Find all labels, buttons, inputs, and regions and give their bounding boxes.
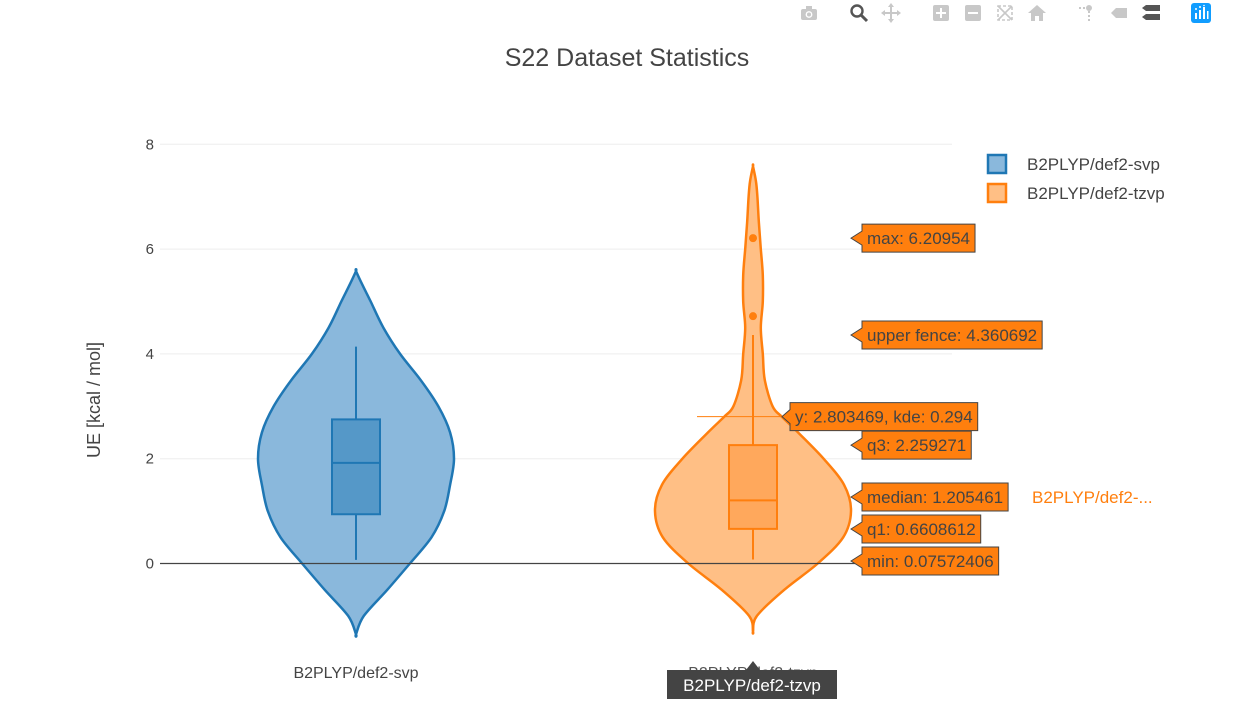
y-tick-label: 2 [146, 451, 154, 468]
hover-label: median: 1.205461 [850, 482, 1009, 512]
y-tick-label: 4 [146, 346, 154, 363]
box-iqr[interactable] [728, 444, 778, 530]
hover-label-text: y: 2.803469, kde: 0.294 [795, 408, 973, 427]
hover-label-box [850, 320, 1043, 350]
outlier-point[interactable] [749, 312, 757, 321]
y-axis-label: UE [kcal / mol] [84, 342, 104, 458]
box-iqr[interactable] [331, 418, 381, 516]
modebar [798, 0, 1212, 26]
hover-series-name: B2PLYP/def2-... [1032, 488, 1153, 507]
hover-label-box [850, 430, 972, 460]
hover-label-box [850, 223, 976, 253]
camera-icon[interactable] [798, 2, 820, 24]
hover-closest-icon[interactable] [1108, 2, 1130, 24]
outlier-point[interactable] [749, 234, 757, 243]
hover-label-text: q1: 0.6608612 [867, 520, 976, 539]
zoom-out-icon[interactable] [962, 2, 984, 24]
hover-label-text: q3: 2.259271 [867, 436, 966, 455]
hover-label-text: median: 1.205461 [867, 488, 1003, 507]
hover-label: max: 6.20954 [850, 223, 976, 253]
home-icon[interactable] [1026, 2, 1048, 24]
hover-label-box [781, 402, 979, 432]
hover-label: q3: 2.259271 [850, 430, 972, 460]
spike-icon[interactable] [1076, 2, 1098, 24]
legend-swatch[interactable] [986, 182, 1008, 204]
hover-label-box [850, 482, 1009, 512]
chart-title: S22 Dataset Statistics [505, 44, 750, 72]
x-tick-label: B2PLYP/def2-svp [293, 665, 418, 682]
hover-label-text: upper fence: 4.360692 [867, 326, 1037, 345]
hover-label: upper fence: 4.360692 [850, 320, 1043, 350]
y-tick-label: 8 [146, 136, 154, 153]
y-tick-label: 0 [146, 556, 154, 573]
x-axis-tooltip-text: B2PLYP/def2-tzvp [683, 676, 821, 695]
zoom-icon[interactable] [848, 2, 870, 24]
hover-label: y: 2.803469, kde: 0.294 [781, 402, 979, 432]
hover-label: min: 0.07572406 [850, 546, 1000, 576]
autoscale-icon[interactable] [994, 2, 1016, 24]
hover-compare-icon[interactable] [1140, 2, 1162, 24]
pan-icon[interactable] [880, 2, 902, 24]
zoom-in-icon[interactable] [930, 2, 952, 24]
hover-label-text: min: 0.07572406 [867, 552, 994, 571]
legend-label: B2PLYP/def2-tzvp [1027, 184, 1165, 203]
legend-label: B2PLYP/def2-svp [1027, 155, 1160, 174]
hover-label-text: max: 6.20954 [867, 229, 970, 248]
hover-label-box [850, 546, 1000, 576]
x-axis-tooltip-box [667, 661, 837, 699]
hover-label-box [850, 514, 982, 544]
legend-swatch[interactable] [986, 153, 1008, 175]
y-tick-label: 6 [146, 241, 154, 258]
hover-label: q1: 0.6608612 [850, 514, 982, 544]
plotly-logo-icon[interactable] [1190, 2, 1212, 24]
x-axis-tooltip: B2PLYP/def2-tzvp [667, 661, 837, 699]
